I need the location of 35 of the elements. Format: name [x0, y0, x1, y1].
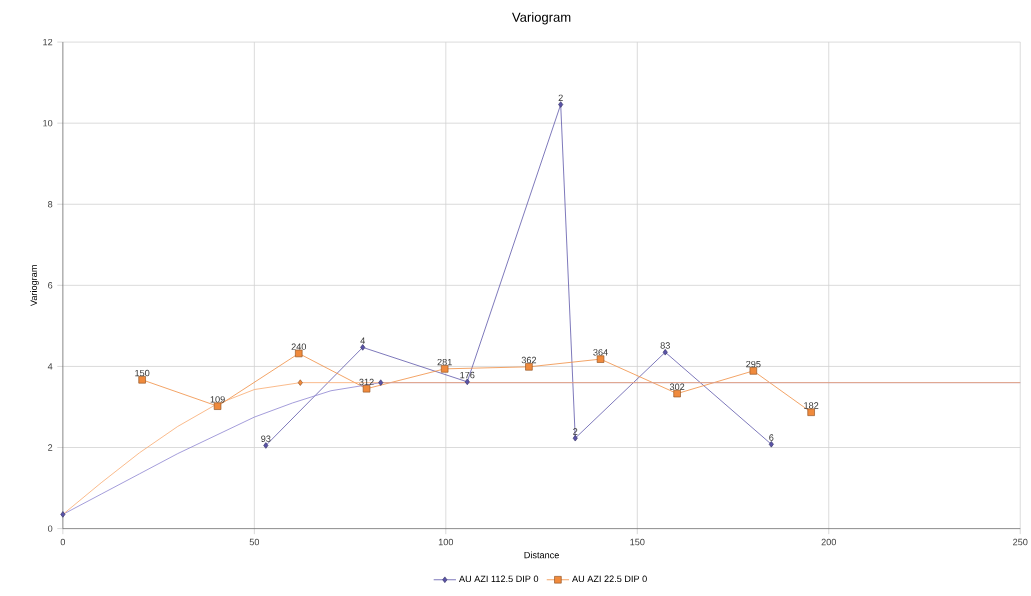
- annotation: 150: [135, 369, 150, 377]
- y-tick-label: 2: [48, 444, 53, 451]
- annotation: 6: [769, 434, 774, 441]
- x-tick-label: 250: [1013, 538, 1028, 546]
- y-tick-label: 12: [43, 38, 53, 46]
- annotation: 295: [746, 360, 761, 368]
- annotation: 2: [558, 94, 563, 101]
- y-tick-label: 10: [43, 119, 53, 127]
- annotation: 4: [360, 337, 365, 344]
- annotation: 109: [210, 396, 225, 403]
- y-tick-label: 6: [48, 282, 53, 289]
- x-tick-label: 100: [438, 538, 454, 546]
- annotation: 176: [460, 371, 475, 379]
- x-tick-label: 0: [60, 538, 66, 546]
- legend-label: AU AZI 112.5 DIP 0: [459, 575, 539, 582]
- annotation: 362: [521, 356, 537, 364]
- x-tick-label: 200: [821, 538, 837, 546]
- chart-title: Variogram: [512, 12, 571, 25]
- annotation: 302: [669, 383, 685, 390]
- annotation: 364: [593, 349, 608, 356]
- x-tick-label: 150: [630, 538, 645, 546]
- annotation: 93: [261, 435, 271, 442]
- y-axis-title: Variogram: [30, 265, 39, 306]
- annotation: 281: [437, 358, 452, 366]
- y-tick-label: 0: [47, 525, 53, 532]
- y-tick-label: 4: [47, 363, 53, 370]
- x-tick-label: 50: [249, 538, 260, 546]
- annotation: 2: [573, 428, 578, 435]
- annotation: 83: [660, 342, 670, 349]
- annotation: 240: [291, 343, 307, 350]
- legend-label: AU AZI 22.5 DIP 0: [572, 575, 647, 582]
- y-tick-label: 8: [48, 200, 53, 208]
- annotation: 182: [804, 402, 819, 409]
- annotation: 312: [359, 378, 374, 386]
- x-axis-title: Distance: [524, 551, 559, 559]
